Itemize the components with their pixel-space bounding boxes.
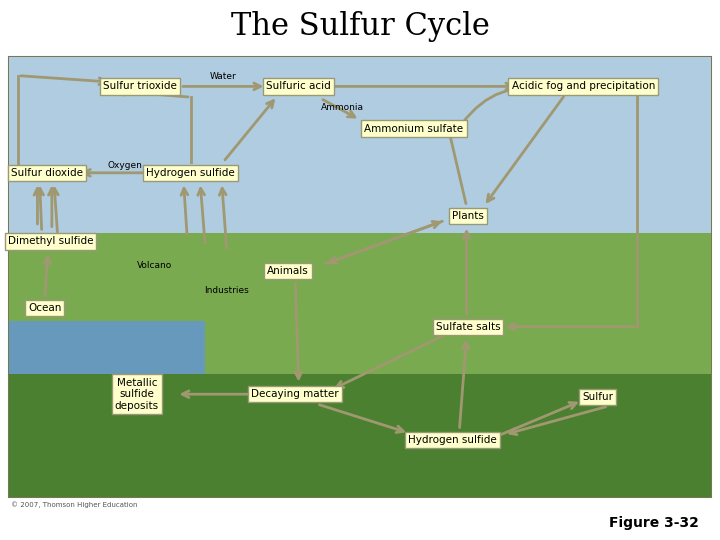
Text: Hydrogen sulfide: Hydrogen sulfide <box>146 168 235 178</box>
FancyBboxPatch shape <box>9 233 711 387</box>
Text: Volcano: Volcano <box>138 261 172 270</box>
Text: Ocean: Ocean <box>28 303 61 313</box>
Text: Industries: Industries <box>204 286 249 295</box>
FancyBboxPatch shape <box>9 321 205 374</box>
Text: © 2007, Thomson Higher Education: © 2007, Thomson Higher Education <box>11 501 138 508</box>
Text: Sulfur: Sulfur <box>582 392 613 402</box>
Text: Hydrogen sulfide: Hydrogen sulfide <box>408 435 497 445</box>
Text: Metallic
sulfide
deposits: Metallic sulfide deposits <box>114 377 159 411</box>
Text: The Sulfur Cycle: The Sulfur Cycle <box>230 11 490 43</box>
Text: Ammonia: Ammonia <box>320 104 364 112</box>
Text: Ammonium sulfate: Ammonium sulfate <box>364 124 464 133</box>
Text: Sulfate salts: Sulfate salts <box>436 322 500 332</box>
Text: Animals: Animals <box>267 266 309 276</box>
Text: Acidic fog and precipitation: Acidic fog and precipitation <box>511 82 655 91</box>
Text: Plants: Plants <box>452 211 484 221</box>
Text: Decaying matter: Decaying matter <box>251 389 339 399</box>
FancyBboxPatch shape <box>9 57 711 268</box>
Text: Water: Water <box>210 72 237 81</box>
FancyBboxPatch shape <box>9 374 711 497</box>
Text: Figure 3-32: Figure 3-32 <box>608 516 698 530</box>
FancyBboxPatch shape <box>9 57 711 497</box>
Text: Dimethyl sulfide: Dimethyl sulfide <box>8 237 93 246</box>
Text: Sulfuric acid: Sulfuric acid <box>266 82 331 91</box>
Text: Sulfur dioxide: Sulfur dioxide <box>11 168 83 178</box>
Text: Oxygen: Oxygen <box>107 161 142 170</box>
Text: Sulfur trioxide: Sulfur trioxide <box>104 82 177 91</box>
